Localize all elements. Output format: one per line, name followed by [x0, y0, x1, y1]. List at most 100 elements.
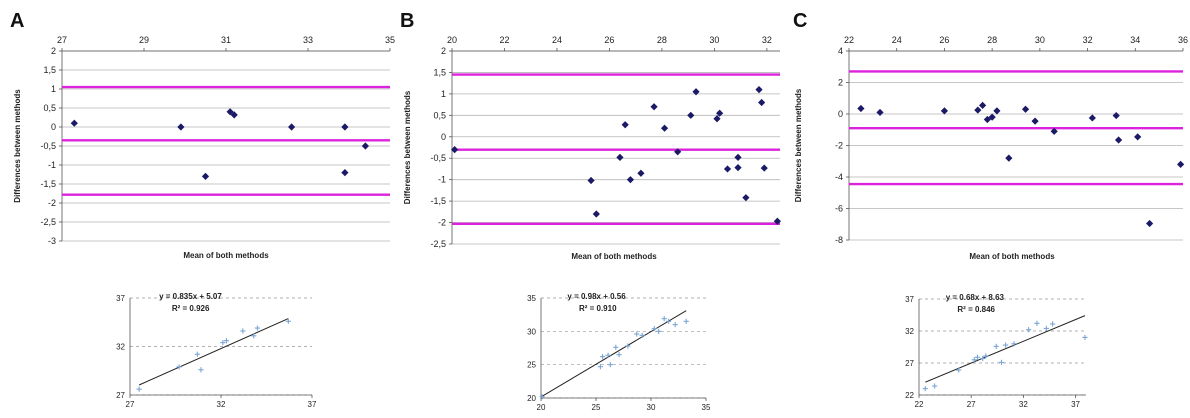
x-tick-label: 30 — [647, 403, 656, 412]
data-point — [974, 106, 982, 114]
data-point — [194, 351, 200, 357]
data-point — [650, 103, 658, 111]
data-point — [1146, 219, 1154, 228]
panel-letter: C — [793, 10, 807, 32]
y-tick-label: -2,5 — [430, 239, 446, 249]
y-tick-label: 0 — [838, 109, 843, 119]
data-point — [993, 107, 1001, 115]
y-tick-label: 2 — [838, 78, 843, 88]
data-point — [176, 364, 182, 370]
data-point — [674, 148, 682, 156]
x-tick-label: 29 — [139, 35, 149, 45]
data-point — [683, 318, 689, 324]
y-tick-label: -1,5 — [40, 179, 56, 189]
data-point — [716, 109, 724, 117]
data-point — [1005, 154, 1013, 162]
panel-letter: B — [400, 10, 414, 32]
x-tick-label: 28 — [657, 35, 667, 45]
data-point — [742, 194, 750, 202]
bland-altman-plot-c: C 4 2 0 -2 -4 -6 -8 22 24 26 28 30 32 34 36 Differences … — [793, 10, 1188, 261]
y-tick-label: -2,5 — [40, 217, 56, 227]
x-tick-label: 32 — [1083, 35, 1093, 45]
data-point — [980, 355, 986, 362]
data-point — [1082, 334, 1088, 340]
y-tick-label: 1 — [441, 89, 446, 99]
data-point — [734, 164, 742, 172]
data-point — [177, 123, 185, 131]
data-point — [254, 325, 260, 331]
data-point — [687, 111, 695, 119]
y-tick-label: 2 — [51, 46, 56, 56]
y-tick-label: -0,5 — [430, 153, 446, 163]
y-tick-label: 4 — [838, 46, 843, 56]
data-point — [198, 367, 204, 373]
x-tick-label: 37 — [308, 400, 317, 409]
data-point — [616, 153, 624, 161]
data-point — [660, 124, 669, 132]
data-point — [922, 386, 928, 392]
y-tick-label: 32 — [116, 343, 125, 352]
y-tick-label: 1 — [51, 84, 56, 94]
x-tick-label: 37 — [1071, 400, 1080, 409]
y-tick-label: 1,5 — [43, 65, 56, 75]
data-point — [734, 153, 742, 161]
y-tick-label: 1,5 — [433, 67, 446, 77]
x-tick-label: 33 — [303, 35, 313, 45]
data-point — [240, 328, 246, 334]
y-tick-label: -3 — [48, 236, 56, 246]
y-tick-label: 27 — [905, 359, 914, 368]
data-point — [656, 328, 662, 334]
data-point — [998, 359, 1005, 365]
y-tick-label: -1,5 — [430, 196, 446, 206]
data-point — [605, 352, 611, 358]
data-point — [201, 172, 210, 180]
data-point — [758, 98, 766, 107]
x-tick-label: 30 — [709, 35, 719, 45]
y-tick-label: 25 — [527, 361, 536, 370]
x-tick-label: 36 — [1178, 35, 1188, 45]
data-point — [1034, 320, 1040, 326]
panel-letter: A — [10, 10, 24, 32]
data-point — [592, 210, 600, 218]
x-tick-label: 32 — [217, 400, 226, 409]
data-point — [451, 146, 459, 154]
data-point — [979, 101, 987, 109]
data-point — [251, 333, 257, 339]
data-point — [597, 364, 603, 370]
y-axis-title: Differences between methods — [403, 90, 412, 204]
data-point — [983, 353, 989, 359]
data-point — [773, 217, 781, 225]
y-tick-label: -0,5 — [40, 141, 56, 151]
data-point — [625, 343, 631, 349]
data-point — [956, 367, 962, 373]
data-point — [1134, 133, 1142, 141]
x-tick-label: 20 — [537, 403, 546, 412]
regression-equation: y = 0.98x + 0.56 — [567, 292, 626, 301]
data-point — [616, 352, 622, 358]
data-point — [1031, 117, 1039, 125]
data-point — [1114, 136, 1123, 144]
x-tick-label: 34 — [1130, 35, 1140, 45]
x-tick-label: 27 — [126, 400, 135, 409]
data-point — [613, 344, 619, 350]
data-point — [1112, 111, 1120, 120]
data-point — [1043, 325, 1049, 332]
bland-altman-plot-a: A 2 1,5 1 0,5 0 -0,5 -1 -1,5 -2 -2,5 -3 27 29 31 33 35 Di… — [10, 10, 395, 260]
x-tick-label: 30 — [1035, 35, 1045, 45]
data-point — [1050, 127, 1058, 135]
data-point — [723, 165, 732, 173]
x-tick-label: 28 — [987, 35, 997, 45]
y-tick-label: -8 — [835, 235, 843, 245]
y-tick-label: -6 — [835, 204, 843, 214]
y-tick-label: 35 — [527, 294, 536, 303]
data-point — [1088, 114, 1096, 122]
x-tick-label: 25 — [592, 403, 601, 412]
y-axis-title: Differences between methods — [794, 88, 803, 202]
x-tick-label: 24 — [892, 35, 902, 45]
x-axis-title: Mean of both methods — [183, 251, 269, 260]
y-tick-label: -1 — [438, 175, 446, 185]
data-point — [621, 121, 629, 129]
data-point — [341, 169, 349, 177]
data-point — [692, 88, 700, 96]
